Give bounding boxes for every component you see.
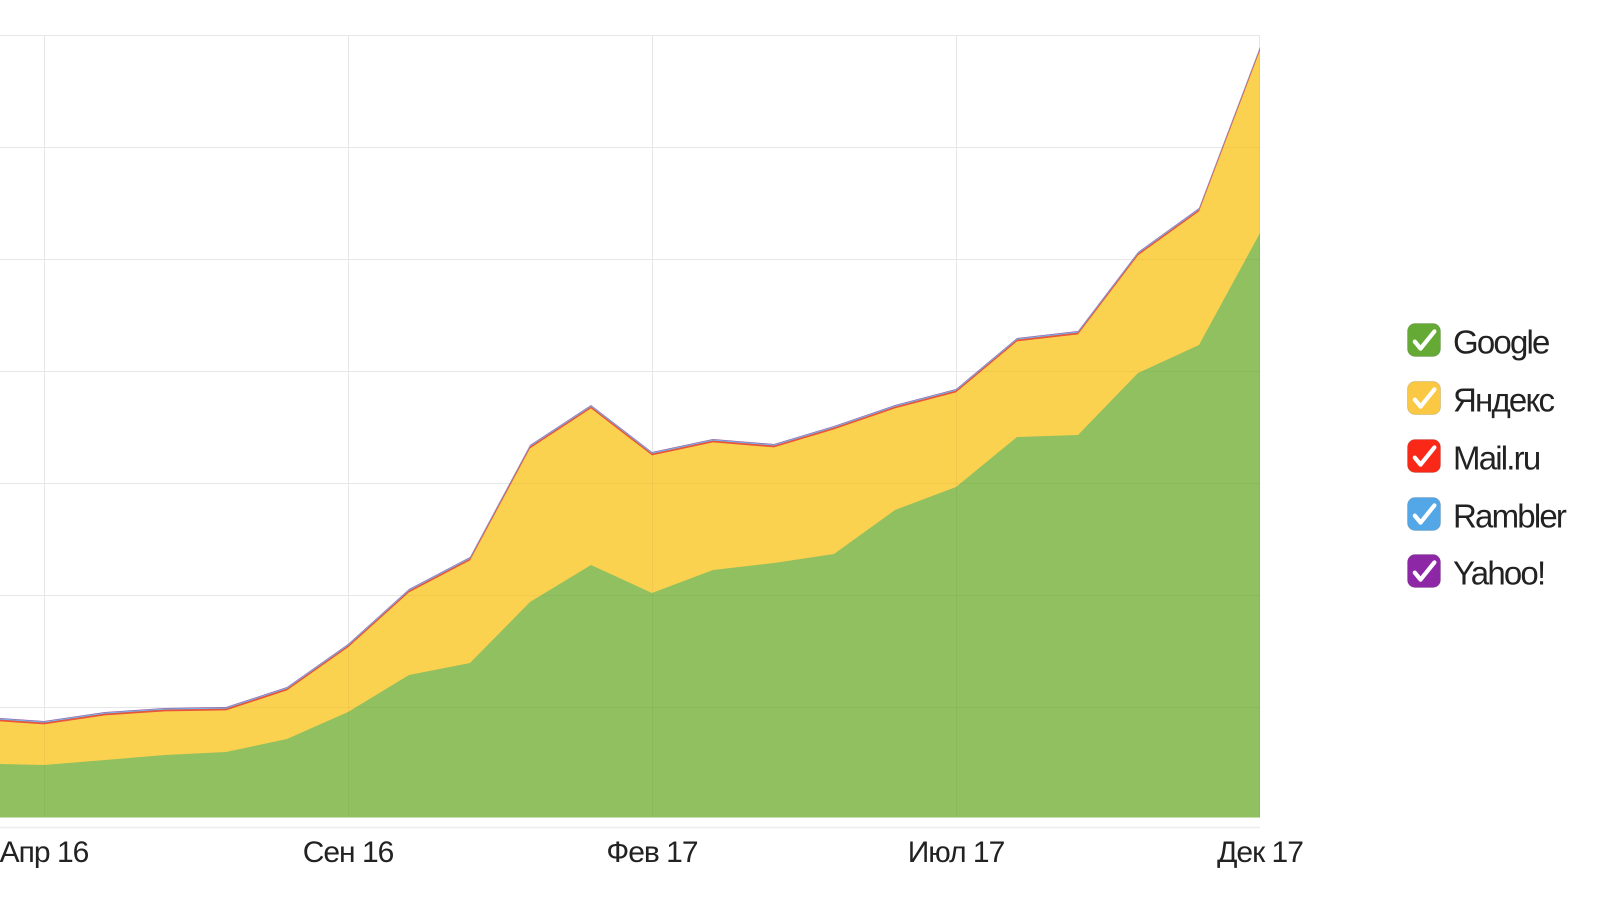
svg-text:Сен 16: Сен 16 <box>303 836 394 869</box>
svg-text:Rambler: Rambler <box>1453 498 1567 535</box>
svg-text:Яндекс: Яндекс <box>1453 382 1554 419</box>
svg-text:Дек 17: Дек 17 <box>1217 836 1303 869</box>
svg-text:Апр 16: Апр 16 <box>0 836 89 869</box>
svg-text:Google: Google <box>1453 324 1549 361</box>
svg-text:Фев 17: Фев 17 <box>606 836 697 869</box>
svg-text:Mail.ru: Mail.ru <box>1453 440 1540 477</box>
svg-text:Июл 17: Июл 17 <box>908 836 1005 869</box>
svg-text:Yahoo!: Yahoo! <box>1453 555 1544 592</box>
